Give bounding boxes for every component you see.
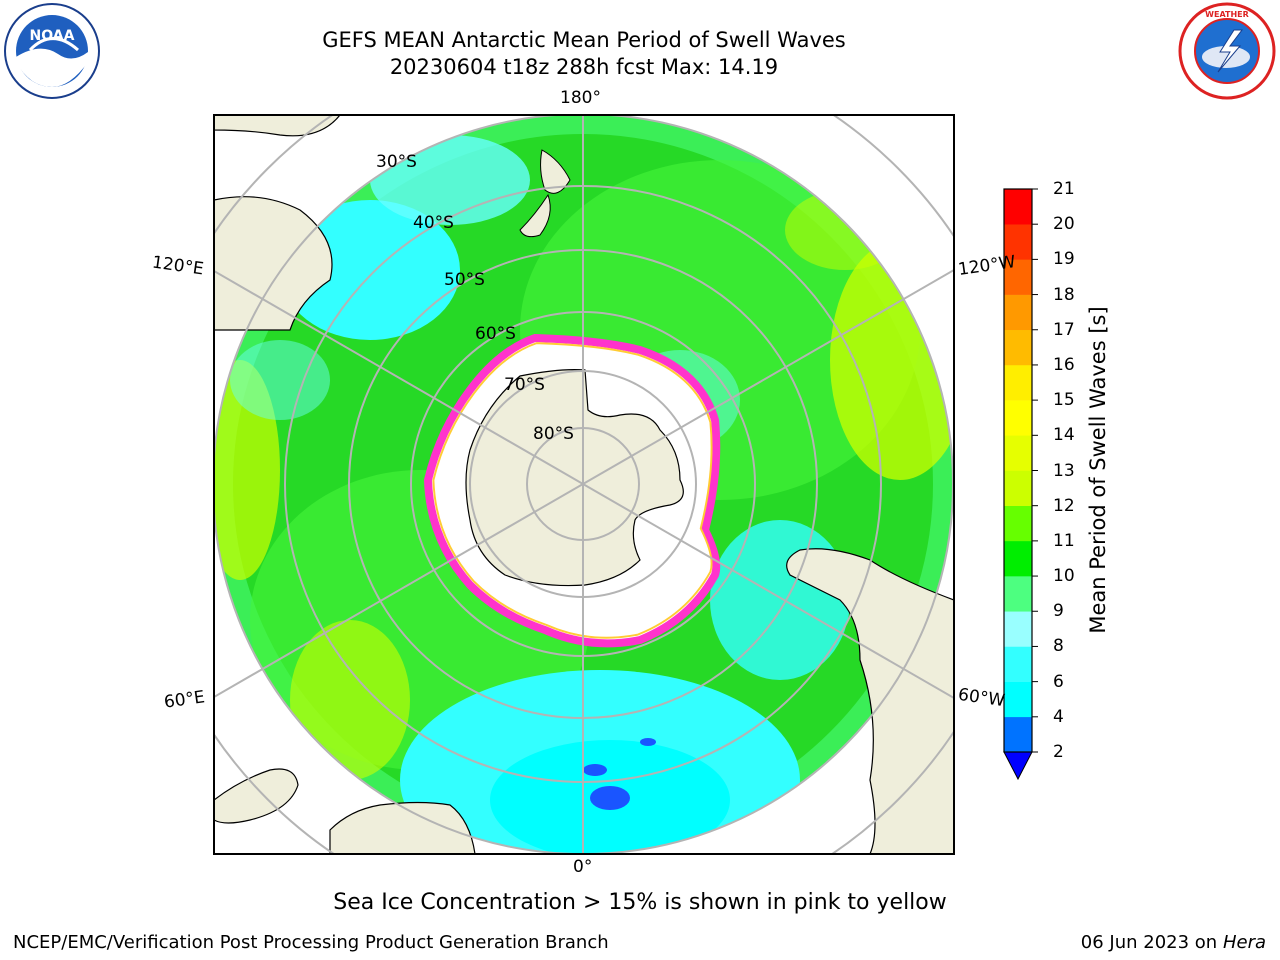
colorbar-under-arrow (1003, 751, 1033, 781)
map-title: GEFS MEAN Antarctic Mean Period of Swell… (322, 28, 846, 52)
colorbar-tick-label: 2 (1053, 742, 1064, 762)
colorbar-tick-label: 17 (1053, 319, 1075, 340)
colorbar-swatch (1004, 294, 1032, 331)
africa (329, 801, 476, 854)
colorbar-swatch (1004, 716, 1032, 753)
south-america (786, 548, 954, 854)
host-name: Hera (1222, 932, 1266, 953)
colorbar-swatch (1004, 681, 1032, 718)
lat-label-80s: 80°S (533, 424, 574, 444)
colorbar-tick-label: 9 (1053, 601, 1064, 622)
colorbar-swatch (1004, 576, 1032, 612)
lat-label-30s: 30°S (376, 152, 417, 172)
colorbar-tick-label: 18 (1053, 284, 1075, 305)
australia (214, 196, 333, 331)
colorbar-swatch (1004, 435, 1032, 471)
meridians (214, 115, 954, 854)
date-line: 06 Jun 2023 on Hera (1081, 932, 1266, 953)
colorbar-swatch (1004, 224, 1032, 260)
map-subtitle: 20230604 t18z 288h fcst Max: 14.19 (389, 55, 779, 79)
colorbar (1003, 188, 1038, 781)
colorbar-swatch (1004, 505, 1032, 542)
svg-text:WEATHER: WEATHER (1205, 10, 1249, 19)
credit-line: NCEP/EMC/Verification Post Processing Pr… (13, 932, 609, 953)
colorbar-tick-label: 11 (1053, 530, 1075, 551)
colorbar-tick-label: 16 (1053, 354, 1075, 375)
colorbar-tick-label: 20 (1053, 214, 1075, 235)
colorbar-tick-label: 4 (1053, 706, 1064, 727)
colorbar-title: Mean Period of Swell Waves [s] (1086, 306, 1110, 634)
colorbar-tick-label: 12 (1053, 495, 1075, 516)
map-frame (213, 114, 955, 855)
colorbar-tick-label: 10 (1053, 566, 1075, 587)
colorbar-swatch (1004, 611, 1032, 647)
colorbar-tick-label: 15 (1053, 390, 1075, 411)
colorbar-swatch (1004, 540, 1032, 577)
lat-label-60s: 60°S (475, 324, 516, 344)
lon-label-bottom: 0° (573, 857, 593, 877)
colorbar-swatch (1004, 646, 1032, 682)
colorbar-tick-label: 8 (1053, 636, 1064, 657)
colorbar-swatch (1004, 329, 1032, 366)
colorbar-swatch (1004, 364, 1032, 401)
colorbar-tick-label: 21 (1053, 179, 1075, 199)
antarctica (465, 369, 684, 587)
date-text: 06 Jun 2023 on (1080, 932, 1218, 953)
colorbar-tick-label: 13 (1053, 460, 1075, 481)
colorbar-swatch (1004, 189, 1032, 225)
colorbar-swatch (1004, 470, 1032, 506)
noaa-logo: NOAA (4, 3, 100, 99)
colorbar-swatch (1004, 259, 1032, 295)
colorbar-tick-label: 6 (1053, 671, 1064, 692)
lat-label-50s: 50°S (444, 270, 485, 290)
colorbar-swatch (1004, 400, 1032, 436)
lat-label-70s: 70°S (504, 375, 545, 395)
svg-text:NOAA: NOAA (30, 28, 75, 44)
colorbar-tick-label: 19 (1053, 249, 1075, 270)
sea-ice-note: Sea Ice Concentration > 15% is shown in … (333, 890, 947, 915)
lon-label-top: 180° (560, 88, 601, 108)
new-zealand (540, 149, 571, 194)
lat-label-40s: 40°S (413, 213, 454, 233)
colorbar-tick-label: 14 (1053, 425, 1075, 446)
nws-logo: WEATHER (1178, 2, 1276, 100)
